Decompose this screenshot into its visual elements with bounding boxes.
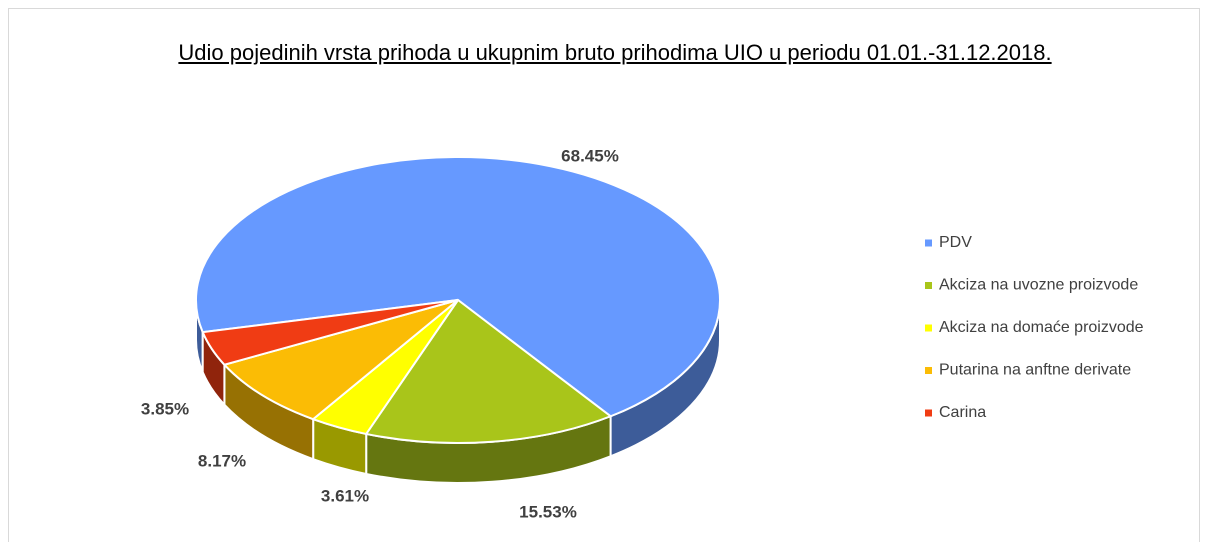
pie-slice [195, 156, 721, 418]
chart-title: Udio pojedinih vrsta prihoda u ukupnim b… [178, 40, 1052, 65]
data-label: 3.85% [141, 399, 189, 418]
legend-swatch [925, 409, 932, 417]
data-label: 8.17% [198, 451, 246, 470]
legend-swatch [925, 282, 932, 289]
legend-swatch [925, 239, 932, 247]
pie-slice [201, 299, 459, 366]
data-label: 3.61% [321, 486, 369, 505]
data-label: 15.53% [519, 502, 577, 521]
legend-label: PDV [939, 234, 972, 251]
legend-label: Putarina na anftne derivate [939, 362, 1131, 379]
legend-swatch [925, 324, 932, 332]
pie-slice [222, 299, 459, 421]
chart-frame [8, 8, 1200, 542]
legend-label: Carina [939, 404, 986, 421]
legend-label: Akciza na domaće proizvode [939, 319, 1144, 336]
legend-label: Akciza na uvozne proizvode [939, 277, 1138, 294]
data-label: 68.45% [561, 146, 619, 165]
legend-swatch [925, 367, 932, 374]
pie-slice [364, 298, 613, 444]
